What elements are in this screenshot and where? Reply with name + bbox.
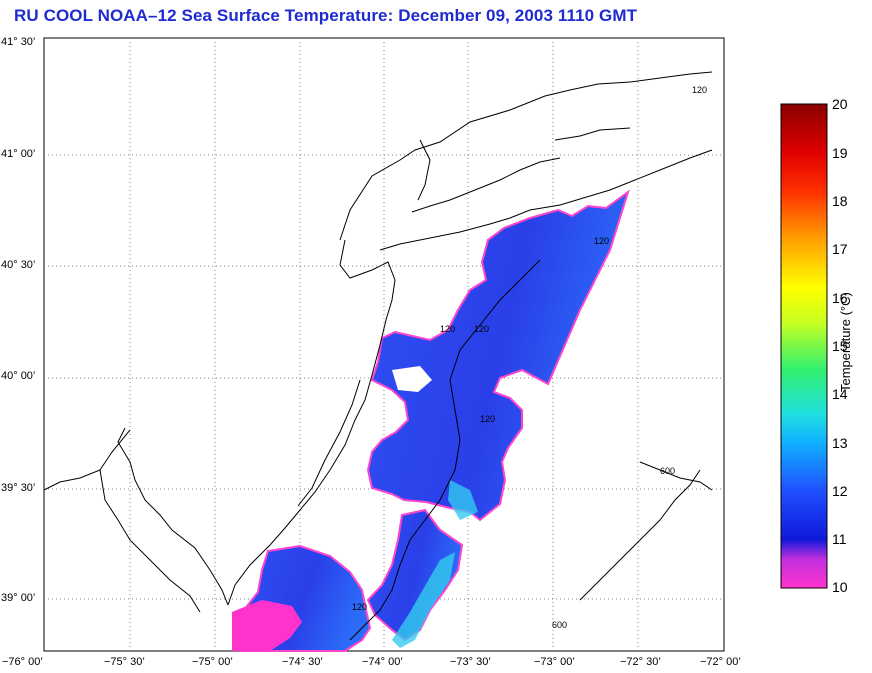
colorbar-tick-18: 18	[832, 193, 848, 209]
lat-label-40-30: 40° 30’	[1, 259, 36, 271]
map-title: RU COOL NOAA–12 Sea Surface Temperature:…	[14, 6, 638, 25]
lat-label-39-00: 39° 00’	[1, 592, 36, 604]
lon-label-73-30: −73° 30’	[450, 656, 491, 668]
lat-label-40-00: 40° 00’	[1, 370, 36, 382]
lon-label-74-00: −74° 00’	[362, 656, 403, 668]
lat-label-41-30: 41° 30’	[1, 36, 36, 48]
lat-label-41-00: 41° 00’	[1, 148, 36, 160]
colorbar-tick-15: 15	[832, 338, 848, 354]
sst-gap-40n	[392, 366, 432, 392]
lon-label-76-00: −76° 00’	[2, 656, 43, 668]
colorbar	[780, 103, 828, 589]
sst-warm-streak	[392, 552, 455, 648]
colorbar-tick-17: 17	[832, 241, 848, 257]
sst-swath-north	[366, 189, 630, 522]
colorbar-tick-11: 11	[832, 531, 847, 547]
colorbar-tick-14: 14	[832, 386, 848, 402]
colorbar-tick-20: 20	[832, 96, 848, 112]
colorbar-tick-19: 19	[832, 145, 848, 161]
lon-label-75-00: −75° 00’	[192, 656, 233, 668]
lon-label-72-30: −72° 30’	[620, 656, 661, 668]
isobath-label-600: 600	[660, 466, 676, 476]
isobath-label-120: 120	[440, 324, 456, 334]
sst-cold-nearshore	[232, 600, 302, 651]
isobath-label-120: 120	[474, 324, 490, 334]
colorbar-tick-13: 13	[832, 435, 848, 451]
isobath-label-120: 120	[594, 236, 610, 246]
lon-label-72-00: −72° 00’	[700, 656, 741, 668]
colorbar-label: Temperature (°C)	[838, 292, 853, 392]
isobath-label-600: 600	[552, 620, 568, 630]
lon-label-73-00: −73° 00’	[534, 656, 575, 668]
isobath-label-120: 120	[692, 85, 708, 95]
isobath-label-120: 120	[480, 414, 496, 424]
colorbar-tick-16: 16	[832, 290, 848, 306]
sst-warm-streak-2	[448, 480, 478, 520]
lon-label-75-30: −75° 30’	[104, 656, 145, 668]
lat-label-39-30: 39° 30’	[1, 482, 36, 494]
isobath-label-120: 120	[352, 602, 368, 612]
coastline	[43, 71, 713, 641]
lon-label-74-30: −74° 30’	[282, 656, 323, 668]
colorbar-tick-10: 10	[832, 579, 848, 595]
colorbar-tick-12: 12	[832, 483, 848, 499]
